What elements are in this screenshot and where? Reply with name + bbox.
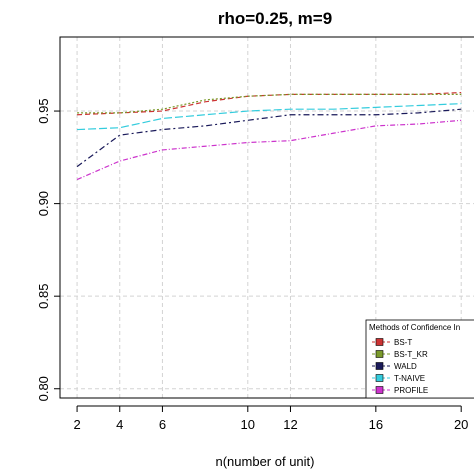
x-tick-label: 6 bbox=[159, 417, 166, 432]
plot-frame bbox=[59, 36, 474, 399]
x-tick-label: 10 bbox=[241, 417, 255, 432]
legend: Methods of Confidence In BS-T BS-T_KR WALD… bbox=[365, 319, 474, 399]
series-line-bs-t_kr bbox=[77, 93, 462, 114]
legend-swatch bbox=[375, 362, 384, 370]
series-lines bbox=[76, 91, 462, 181]
chart-title: rho=0.25, m=9 bbox=[218, 9, 332, 28]
y-tick-label: 0.90 bbox=[36, 191, 51, 216]
x-tick-label: 16 bbox=[369, 417, 383, 432]
legend-label: WALD bbox=[394, 362, 417, 371]
y-tick-label: 0.80 bbox=[36, 376, 51, 401]
x-tick-label: 12 bbox=[283, 417, 297, 432]
legend-swatch bbox=[375, 374, 384, 382]
legend-label: PROFILE bbox=[394, 386, 428, 395]
x-axis-label: n(number of unit) bbox=[216, 454, 315, 469]
x-tick-label: 20 bbox=[454, 417, 468, 432]
series-line-t-naive bbox=[77, 103, 462, 131]
series-line-profile bbox=[76, 119, 462, 181]
legend-label: BS-T bbox=[394, 338, 412, 347]
legend-label: BS-T_KR bbox=[394, 350, 428, 359]
axes: 2 4 6 10 12 16 20 0.80 0.85 0.90 0.95 bbox=[36, 36, 474, 432]
x-tick-label: 2 bbox=[73, 417, 80, 432]
series-line-wald bbox=[76, 108, 462, 168]
legend-title: Methods of Confidence In bbox=[369, 323, 460, 332]
y-tick-label: 0.85 bbox=[36, 284, 51, 309]
legend-label: T-NAIVE bbox=[394, 374, 425, 383]
legend-swatch bbox=[375, 338, 384, 346]
legend-box bbox=[365, 319, 474, 399]
legend-swatch bbox=[375, 350, 384, 358]
x-tick-label: 4 bbox=[116, 417, 123, 432]
y-tick-label: 0.95 bbox=[36, 98, 51, 123]
legend-swatch bbox=[375, 386, 384, 394]
